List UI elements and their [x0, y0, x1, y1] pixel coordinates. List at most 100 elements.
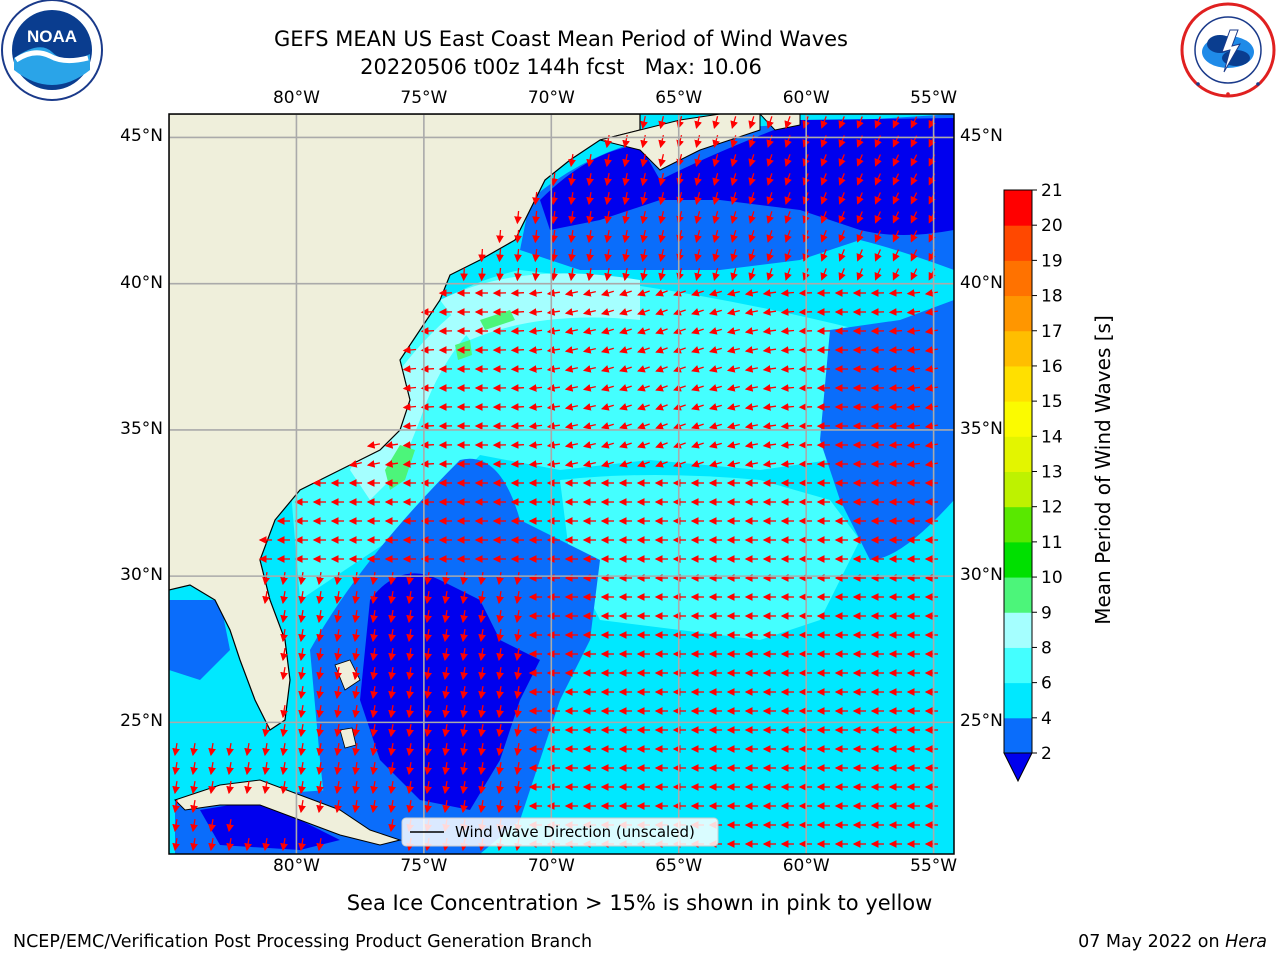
- wind-arrow: [762, 327, 777, 335]
- wind-arrow: [442, 723, 450, 738]
- colorbar-tick-label: 2: [1041, 744, 1052, 764]
- wind-arrow: [298, 742, 306, 757]
- wind-arrow: [726, 327, 740, 335]
- wind-arrow: [784, 230, 792, 243]
- wind-arrow: [892, 211, 900, 224]
- wind-arrow: [600, 327, 614, 335]
- wind-arrow: [316, 704, 324, 719]
- wind-arrow: [334, 685, 342, 700]
- wind-arrow: [334, 799, 342, 814]
- wind-arrow: [280, 666, 288, 681]
- wind-arrow: [568, 249, 576, 263]
- wind-arrow: [586, 248, 594, 263]
- wind-arrow: [532, 191, 540, 206]
- wind-arrow: [784, 249, 792, 262]
- wind-arrow: [712, 154, 720, 168]
- wind-arrow: [510, 422, 525, 430]
- wind-arrow: [190, 818, 198, 833]
- wind-arrow: [726, 460, 740, 468]
- wind-arrow: [280, 723, 288, 738]
- wind-arrow: [744, 346, 759, 354]
- wind-arrow: [673, 365, 686, 373]
- wind-arrow: [478, 590, 486, 605]
- wind-arrow: [402, 441, 417, 449]
- wind-arrow: [726, 441, 740, 449]
- wind-arrow: [708, 327, 722, 335]
- wind-arrow: [424, 628, 432, 643]
- axis-tick-label: 70°W: [527, 88, 575, 108]
- wind-arrow: [924, 289, 938, 297]
- wind-arrow: [496, 267, 504, 282]
- wind-arrow: [478, 799, 486, 814]
- wind-arrow: [691, 422, 704, 430]
- wind-arrow: [586, 210, 594, 225]
- wind-arrow: [622, 172, 630, 187]
- wind-arrow: [622, 210, 630, 225]
- wind-arrow: [564, 327, 579, 335]
- wind-arrow: [262, 723, 270, 738]
- wind-arrow: [262, 761, 270, 776]
- axis-tick-label: 35°N: [120, 418, 163, 439]
- axis-tick-label: 45°N: [960, 126, 1003, 147]
- period-zone-6-8-central: [560, 475, 860, 640]
- wind-arrow: [298, 704, 306, 719]
- map-subtitle: 20220506 t00z 144h fcst Max: 10.06: [360, 55, 762, 79]
- colorbar-swatch: [1004, 506, 1032, 543]
- wind-arrow: [514, 590, 522, 605]
- wind-arrow: [838, 154, 846, 167]
- wind-arrow: [673, 327, 686, 335]
- wind-arrow: [892, 249, 900, 262]
- wind-arrow: [766, 154, 774, 167]
- wind-arrow: [442, 647, 450, 662]
- colorbar-swatch: [1004, 717, 1032, 754]
- period-zone-9-10-a: [385, 445, 415, 490]
- wind-arrow: [384, 441, 398, 449]
- wind-arrow: [514, 647, 522, 662]
- wind-arrow: [910, 249, 918, 262]
- wind-arrow: [352, 685, 360, 700]
- wind-arrow: [712, 268, 720, 282]
- wind-arrow: [856, 154, 864, 167]
- wind-arrow: [622, 267, 630, 282]
- wind-arrow: [514, 571, 522, 586]
- wind-arrow: [726, 384, 740, 392]
- wind-arrow: [514, 229, 522, 244]
- wind-arrow: [514, 609, 522, 624]
- wind-arrow: [402, 422, 417, 430]
- wind-arrow: [906, 308, 921, 316]
- wind-arrow: [712, 116, 720, 130]
- wind-arrow: [888, 403, 903, 411]
- wind-arrow: [600, 308, 614, 316]
- wind-arrow: [691, 403, 704, 411]
- wind-arrow: [316, 685, 324, 700]
- wind-arrow: [496, 761, 504, 776]
- wind-arrow: [298, 590, 306, 605]
- axis-tick-label: 60°W: [782, 856, 830, 876]
- wind-arrow: [748, 154, 756, 167]
- wind-arrow: [496, 590, 504, 605]
- wind-arrow: [316, 571, 324, 586]
- wind-arrow: [478, 723, 486, 738]
- wind-arrow: [528, 346, 543, 354]
- colorbar-tick-label: 14: [1041, 427, 1063, 447]
- wind-arrow: [528, 384, 543, 392]
- wind-arrow: [370, 742, 378, 757]
- wind-arrow: [316, 647, 324, 662]
- colorbar-extend-triangle: [1003, 752, 1033, 783]
- wind-arrow: [910, 268, 918, 281]
- colorbar-swatch: [1004, 190, 1032, 226]
- noaa-logo: NOAA: [0, 0, 104, 104]
- wind-arrow: [820, 192, 828, 205]
- wind-arrow: [820, 230, 828, 243]
- wind-arrow: [280, 704, 288, 719]
- wind-arrow: [784, 268, 792, 281]
- wind-arrow: [442, 628, 450, 643]
- wind-arrow: [532, 248, 540, 263]
- wind-arrow: [838, 230, 846, 243]
- footer-date-text: 07 May 2022 on: [1078, 932, 1226, 952]
- wind-arrow: [888, 441, 903, 449]
- wind-arrow: [298, 837, 306, 852]
- wind-arrow: [424, 723, 432, 738]
- footer-date: 07 May 2022 on Hera: [1078, 932, 1267, 952]
- wind-arrow: [780, 422, 795, 430]
